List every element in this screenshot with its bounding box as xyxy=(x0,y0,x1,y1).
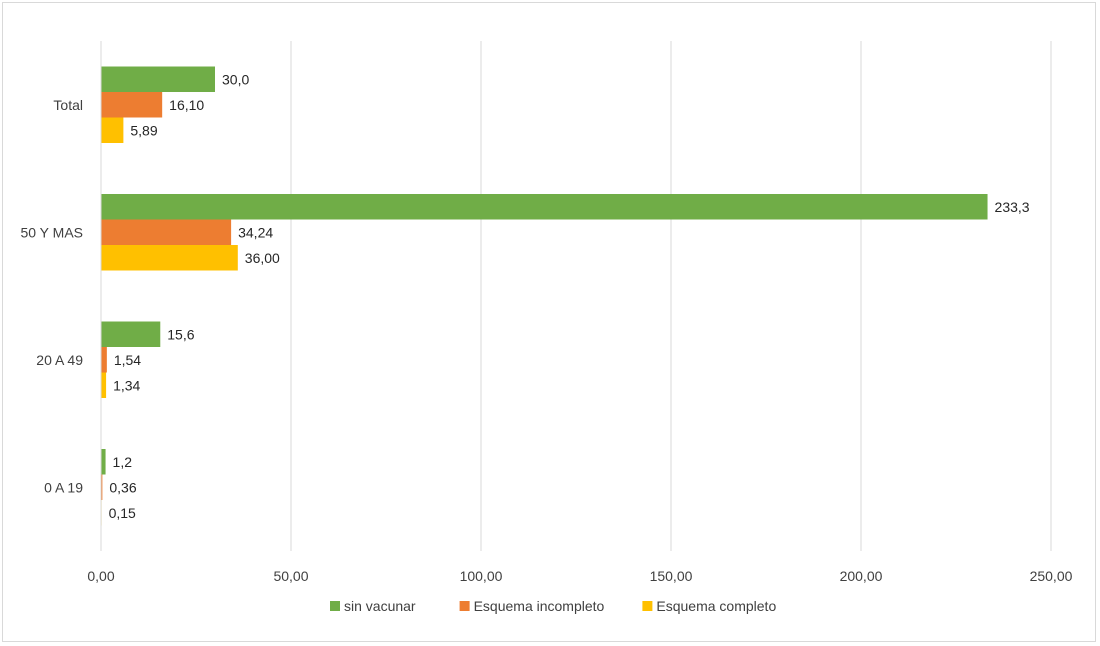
data-label: 1,2 xyxy=(113,454,133,470)
data-label: 30,0 xyxy=(222,71,249,87)
bar xyxy=(101,194,988,220)
category-label: 0 A 19 xyxy=(44,479,83,495)
category-label: 50 Y MAS xyxy=(20,224,83,240)
x-tick-label: 50,00 xyxy=(273,568,308,584)
bar xyxy=(101,474,103,500)
bar xyxy=(101,117,124,143)
data-label: 1,34 xyxy=(113,377,140,393)
bars xyxy=(101,66,988,526)
data-label: 5,89 xyxy=(130,122,157,138)
legend-swatch xyxy=(642,601,653,611)
bar xyxy=(101,219,232,245)
legend-swatch xyxy=(459,601,470,611)
bar xyxy=(101,245,238,271)
bar xyxy=(101,449,106,475)
data-labels: 30,0 16,10 5,89 233,3 34,24 36,00 15,6 1,54 1,34… xyxy=(109,71,1030,521)
gridlines xyxy=(290,41,1052,551)
legend-swatch xyxy=(330,601,340,611)
data-label: 1,54 xyxy=(114,352,141,368)
data-label: 233,3 xyxy=(995,199,1030,215)
x-tick-label: 100,00 xyxy=(460,568,503,584)
bar xyxy=(101,66,215,92)
data-label: 34,24 xyxy=(238,224,273,240)
axes: 0,00 50,00 100,00 150,00 200,00 250,00 Total 50… xyxy=(20,41,1073,584)
bar xyxy=(101,372,107,398)
data-label: 16,10 xyxy=(169,97,204,113)
legend-label: Esquema completo xyxy=(656,598,776,614)
data-label: 15,6 xyxy=(167,326,194,342)
data-label: 0,15 xyxy=(109,505,136,521)
bar xyxy=(101,347,107,373)
category-label: 20 A 49 xyxy=(36,352,83,368)
x-tick-label: 150,00 xyxy=(650,568,693,584)
data-label: 36,00 xyxy=(245,250,280,266)
bar-chart: 0,00 50,00 100,00 150,00 200,00 250,00 Total 50… xyxy=(20,41,1073,614)
x-tick-label: 200,00 xyxy=(840,568,883,584)
legend: sin vacunar Esquema incompleto Esquema com… xyxy=(330,598,776,614)
bar xyxy=(101,321,161,347)
data-label: 0,36 xyxy=(109,479,136,495)
legend-label: sin vacunar xyxy=(344,598,416,614)
bar xyxy=(101,92,163,118)
x-tick-label: 250,00 xyxy=(1030,568,1073,584)
category-label: Total xyxy=(53,97,83,113)
legend-label: Esquema incompleto xyxy=(474,598,605,614)
x-tick-label: 0,00 xyxy=(87,568,114,584)
